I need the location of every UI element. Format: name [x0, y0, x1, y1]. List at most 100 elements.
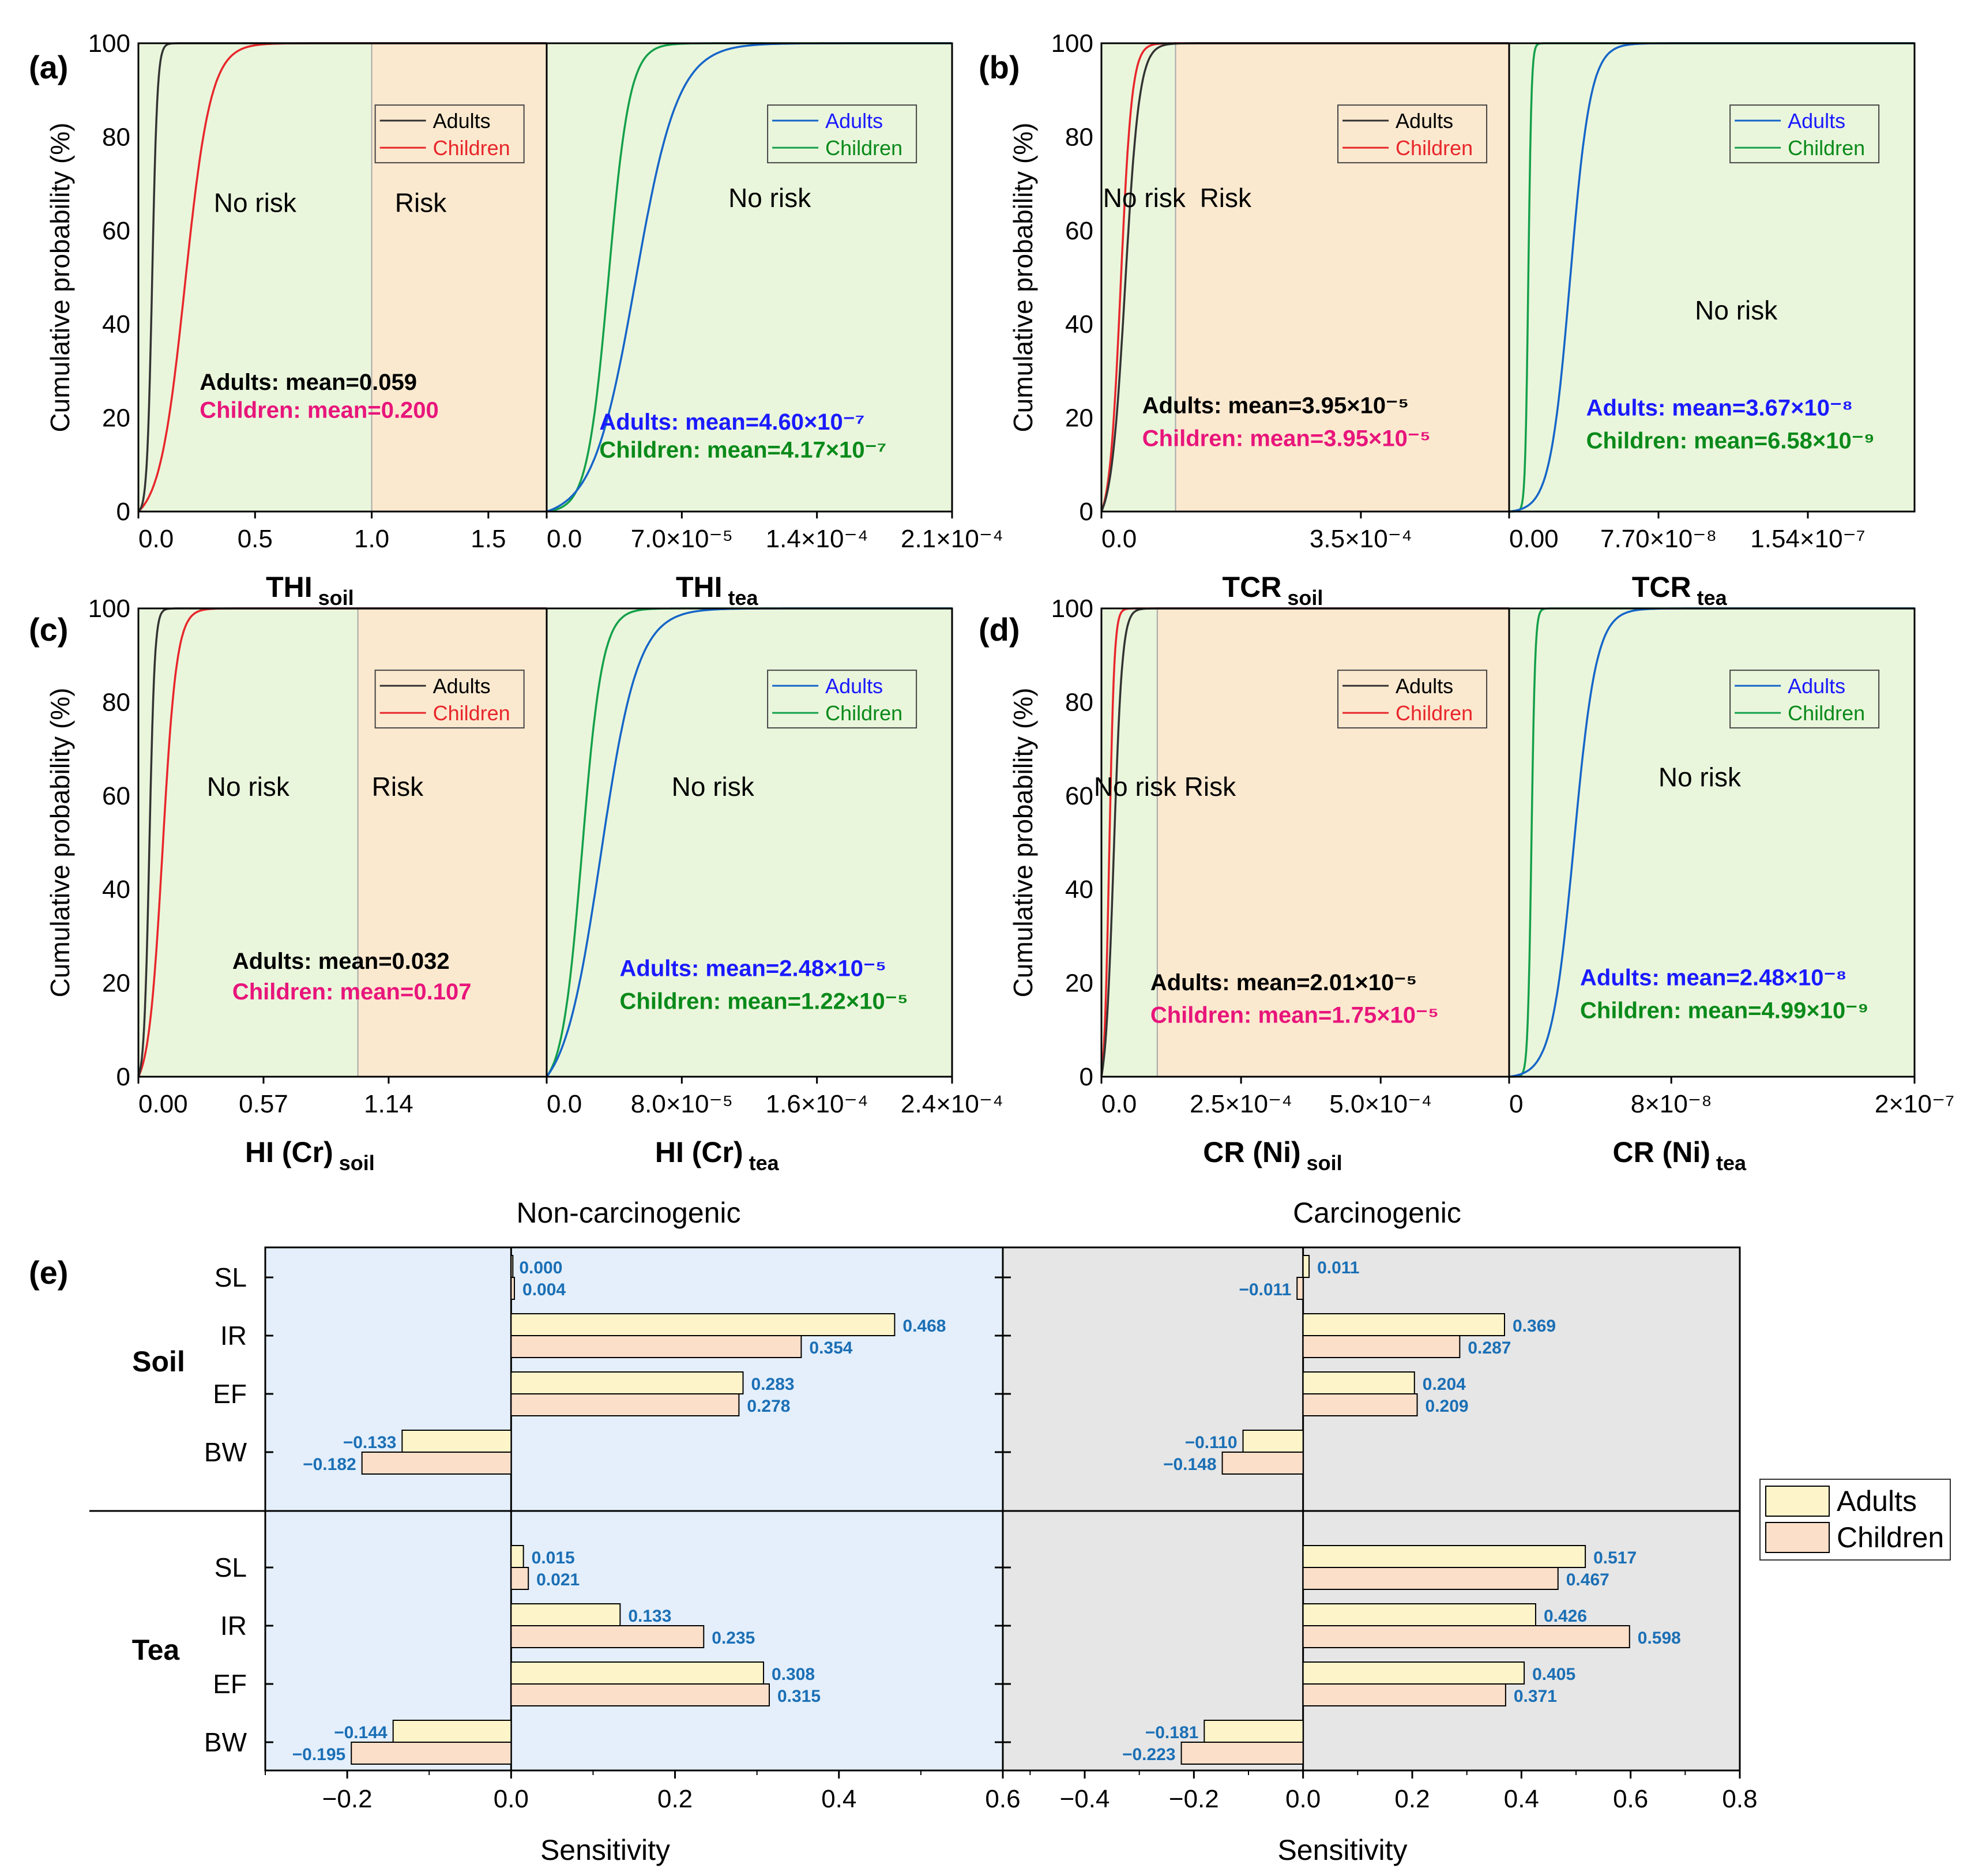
soil-ir-adults-bar — [1302, 1313, 1505, 1336]
tea-bw-children-bar — [351, 1742, 512, 1765]
soil-ir-children-bar — [510, 1335, 802, 1358]
bar-value-label: −0.011 — [1239, 1280, 1291, 1299]
legend-adults-label: Adults — [1396, 674, 1453, 698]
legend-adults-label: Adults — [825, 109, 883, 133]
bar-value-label: 0.283 — [751, 1375, 795, 1394]
bar-value-label: 0.204 — [1423, 1375, 1466, 1394]
y-tick-label: 0 — [1080, 498, 1093, 526]
y-tick-label: 100 — [1051, 29, 1093, 58]
risk-label: Risk — [395, 187, 447, 217]
x-tick-label: 2.1×10⁻⁴ — [901, 525, 1003, 553]
risk-label: Risk — [1184, 772, 1236, 802]
soil-sl-adults-bar — [510, 1255, 514, 1278]
plot-frame — [1508, 607, 1916, 1078]
x-tick-label: 8×10⁻⁸ — [1631, 1090, 1712, 1118]
soil-bw-adults-bar — [401, 1430, 512, 1453]
y-tick-label: 100 — [88, 595, 130, 623]
x-axis-label-subscript: tea — [1697, 586, 1728, 610]
legend-children-swatch — [1765, 1522, 1830, 1553]
panel-label: (d) — [979, 611, 1020, 648]
x-tick-label: 5.0×10⁻⁴ — [1329, 1090, 1432, 1118]
legend-box — [374, 104, 525, 164]
risk-zone — [1175, 43, 1509, 512]
adults-mean-annotation: Adults: mean=3.67×10⁻⁸ — [1586, 396, 1853, 421]
children-mean-annotation: Children: mean=1.75×10⁻⁵ — [1150, 1003, 1439, 1028]
legend-box — [1729, 670, 1880, 729]
panel-label: (e) — [29, 1254, 68, 1291]
legend-children-label: Children — [433, 701, 510, 725]
x-tick-label: 0.00 — [1509, 525, 1559, 553]
x-axis-label: Sensitivity — [540, 1834, 670, 1866]
y-tick-label: 60 — [1065, 782, 1093, 810]
bar-value-label: 0.315 — [777, 1687, 821, 1706]
risk-zone — [1157, 608, 1509, 1077]
soil-bw-children-bar — [361, 1452, 512, 1475]
bar-value-label: 0.000 — [519, 1258, 562, 1277]
y-tick-label: 40 — [102, 875, 130, 904]
subplot-title: Carcinogenic — [1293, 1197, 1461, 1229]
soil-sl-children-bar — [510, 1277, 516, 1300]
legend-adults-label: Adults — [433, 109, 491, 133]
category-label: SL — [215, 1552, 247, 1582]
bar-value-label: 0.517 — [1593, 1548, 1637, 1567]
children-mean-annotation: Children: mean=6.58×10⁻⁹ — [1586, 428, 1875, 453]
plot-frame — [546, 607, 953, 1078]
soil-ef-adults-bar — [510, 1371, 744, 1394]
bar-value-label: −0.181 — [1145, 1723, 1199, 1742]
tea-bw-adults-bar — [392, 1720, 512, 1743]
subplot-title: Non-carcinogenic — [516, 1197, 740, 1229]
tea-sl-adults-bar — [510, 1545, 524, 1568]
children-mean-annotation: Children: mean=4.99×10⁻⁹ — [1580, 998, 1868, 1024]
y-tick-label: 40 — [102, 310, 130, 339]
children-mean-annotation: Children: mean=1.22×10⁻⁵ — [620, 988, 908, 1014]
x-tick-label: 0.0 — [138, 525, 174, 553]
bar-value-label: 0.598 — [1638, 1629, 1681, 1648]
legend-box — [1337, 670, 1488, 729]
tea-ir-adults-bar — [510, 1603, 621, 1626]
y-tick-label: 0 — [116, 1063, 130, 1091]
x-tick-label: 3.5×10⁻⁴ — [1310, 525, 1412, 553]
x-tick-label: 8.0×10⁻⁵ — [631, 1090, 733, 1118]
x-tick-label: 0.2 — [657, 1785, 693, 1813]
x-tick-label: 0.8 — [1722, 1785, 1757, 1813]
legend: Adults Children — [767, 670, 917, 729]
non-carcinogenic-subplot: Non-carcinogenic 0.000 0.004 0.468 0.354 0.28… — [265, 1197, 1021, 1866]
panel-label: (a) — [29, 49, 68, 85]
bar-value-label: 0.468 — [902, 1317, 946, 1336]
category-label: IR — [220, 1321, 247, 1351]
legend-box — [767, 104, 917, 164]
x-tick-label: 1.5 — [471, 525, 506, 553]
adults-mean-annotation: Adults: mean=2.48×10⁻⁵ — [620, 956, 886, 981]
legend-box — [1729, 104, 1880, 164]
soil-subplot: 0.0 3.5×10⁻⁴ TCR soil No risk Risk Adults: mea… — [1100, 42, 1510, 610]
legend: Adults Children — [767, 104, 917, 164]
soil-ef-children-bar — [1302, 1393, 1418, 1416]
legend-adults-label: Adults — [1788, 674, 1845, 698]
tea-sl-children-bar — [510, 1567, 529, 1590]
category-label: BW — [204, 1437, 247, 1467]
tea-ef-adults-bar — [1302, 1661, 1525, 1685]
tea-ef-children-bar — [510, 1683, 770, 1706]
legend-children-label: Children — [1788, 136, 1865, 160]
bar-value-label: 0.004 — [522, 1280, 566, 1299]
y-axis-label: Cumulative probability (%) — [45, 123, 75, 433]
x-tick-label: 0.00 — [138, 1090, 188, 1118]
bar-value-label: 0.011 — [1317, 1258, 1359, 1277]
no-risk-zone — [547, 608, 952, 1077]
legend-children-label: Children — [1396, 136, 1473, 160]
x-axis-label-subscript: soil — [318, 586, 354, 610]
x-tick-label: 7.0×10⁻⁵ — [631, 525, 733, 553]
panel-label: (c) — [29, 611, 68, 648]
x-tick-label: 0.0 — [547, 1090, 582, 1118]
panel-d: (d) Cumulative probability (%) 0 20 40 60 80 10… — [979, 595, 1954, 1175]
x-axis-label: THI soil — [266, 571, 354, 610]
x-tick-label: 0.4 — [821, 1785, 856, 1813]
x-axis-label-main: TCR — [1223, 571, 1282, 603]
bar-value-label: 0.287 — [1468, 1339, 1511, 1358]
bar-value-label: 0.015 — [532, 1548, 575, 1567]
tea-ef-children-bar — [1302, 1683, 1506, 1706]
bar-value-label: 0.405 — [1532, 1665, 1575, 1684]
x-tick-label: 0.5 — [238, 525, 273, 553]
